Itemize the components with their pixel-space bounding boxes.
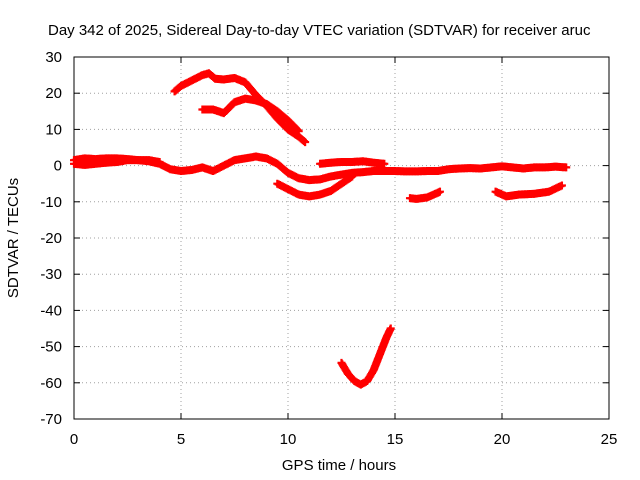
chart-title: Day 342 of 2025, Sidereal Day-to-day VTE… [48, 22, 591, 39]
y-tick-label: 20 [45, 85, 62, 102]
x-tick-label: 0 [70, 431, 78, 448]
data-point [294, 127, 303, 136]
series-arc-2 [70, 156, 164, 169]
y-tick-label: -20 [40, 230, 62, 247]
data-point [386, 324, 395, 333]
series-arc-9 [491, 181, 566, 201]
y-tick-label: -50 [40, 339, 62, 356]
x-tick-label: 15 [387, 431, 404, 448]
data-point [562, 163, 571, 172]
y-tick-label: -70 [40, 411, 62, 428]
y-tick-label: -60 [40, 375, 62, 392]
y-tick-label: 30 [45, 49, 62, 66]
x-tick-labels: 0 5 10 15 20 25 [70, 431, 618, 448]
data-point [557, 181, 566, 190]
data-point [301, 138, 310, 147]
y-tick-label: -40 [40, 302, 62, 319]
data-point [348, 172, 357, 181]
y-axis-label: SDTVAR / TECUs [5, 178, 22, 298]
x-axis-label: GPS time / hours [282, 457, 396, 474]
series-arc-8 [405, 187, 444, 203]
series-arc-6 [316, 157, 389, 168]
data-point [380, 159, 389, 168]
data-point [435, 187, 444, 196]
series-arc-4 [198, 94, 303, 136]
data-point [155, 157, 164, 166]
x-tick-label: 25 [601, 431, 618, 448]
series-arc-5 [273, 172, 357, 201]
data-points [70, 69, 571, 389]
y-tick-label: 10 [45, 121, 62, 138]
series-arc-7 [337, 324, 395, 389]
x-tick-label: 20 [494, 431, 511, 448]
y-tick-label: 0 [54, 158, 62, 175]
y-tick-label: -30 [40, 266, 62, 283]
y-tick-label: -10 [40, 194, 62, 211]
x-tick-label: 10 [280, 431, 297, 448]
y-tick-labels: 30 20 10 0 -10 -20 -30 -40 -50 -60 -70 [40, 49, 62, 428]
x-tick-label: 5 [177, 431, 185, 448]
